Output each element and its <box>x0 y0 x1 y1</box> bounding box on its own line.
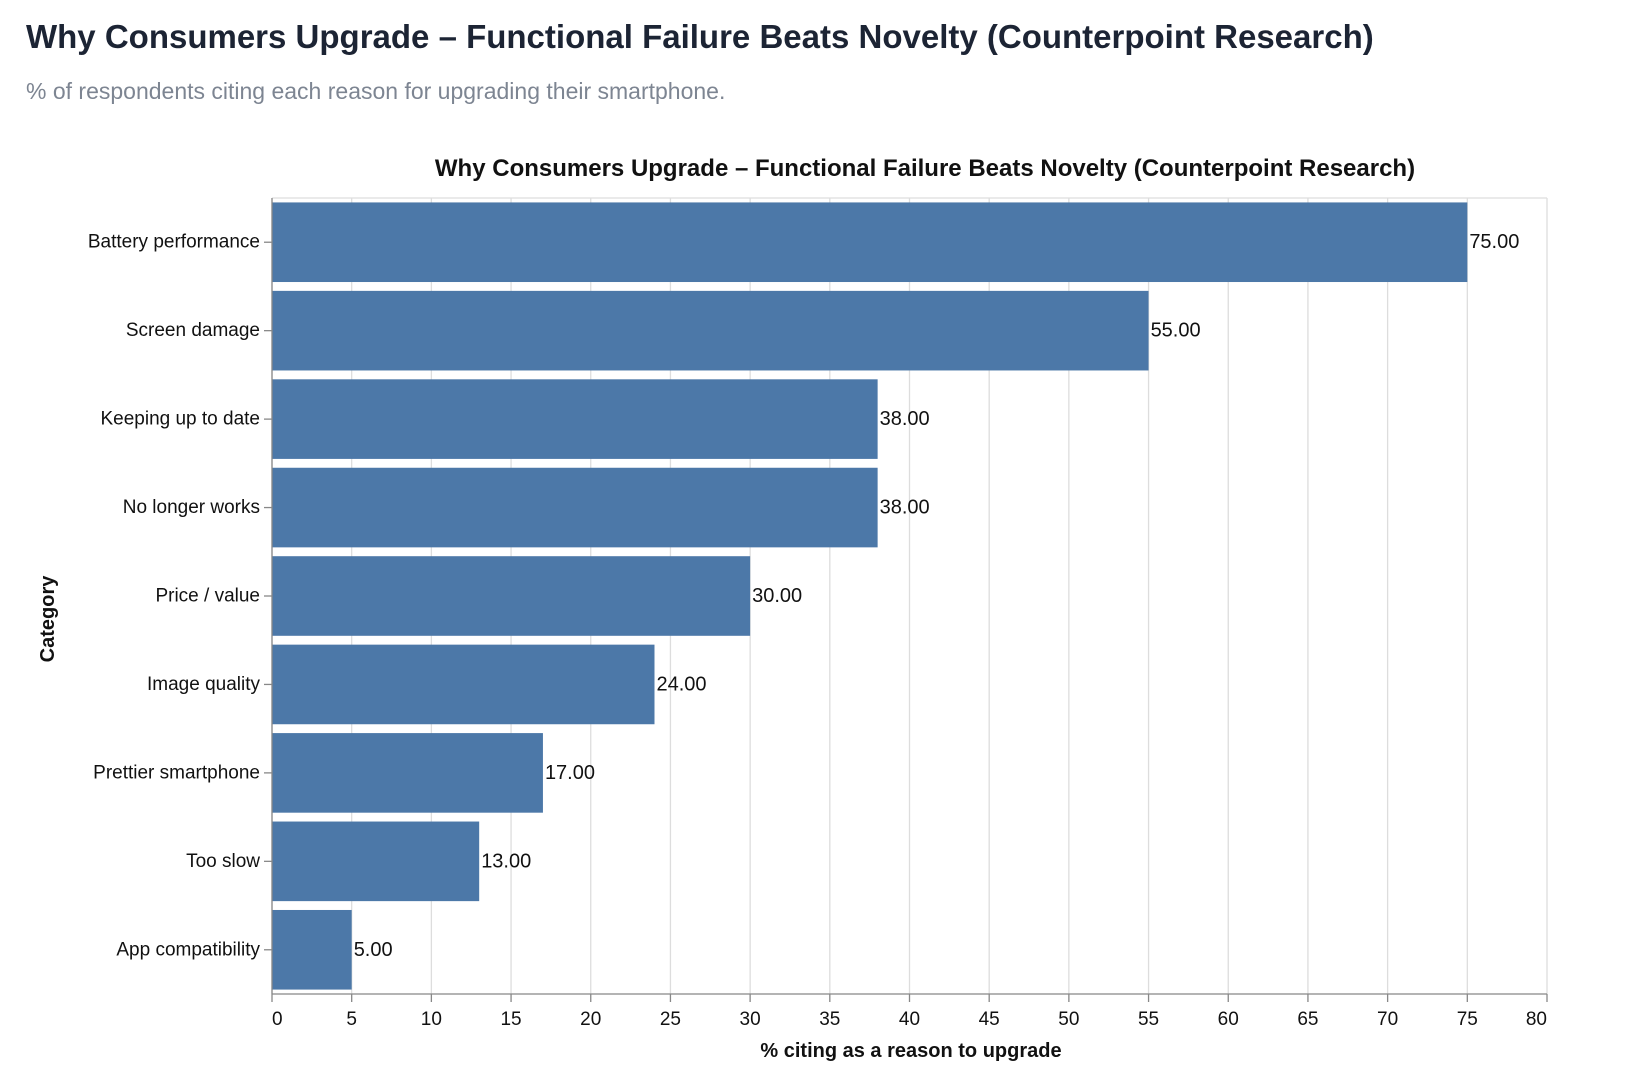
axes: Battery performance Screen damage Keeping … <box>88 198 1548 1030</box>
y-tick-label: App compatibility <box>116 939 260 960</box>
x-tick-label: 35 <box>819 1009 840 1030</box>
bar <box>272 467 878 548</box>
x-tick-label: 20 <box>580 1009 601 1030</box>
data-label: 38.00 <box>880 497 930 519</box>
y-tick-label: Prettier smartphone <box>93 762 260 783</box>
x-tick-label: 65 <box>1297 1009 1318 1030</box>
x-tick-label: 55 <box>1138 1009 1159 1030</box>
page-subtitle: % of respondents citing each reason for … <box>26 78 726 104</box>
x-axis-title: % citing as a reason to upgrade <box>760 1040 1061 1062</box>
bar <box>272 909 352 990</box>
data-label: 24.00 <box>657 673 707 695</box>
data-label: 38.00 <box>880 408 930 430</box>
x-tick-label: 75 <box>1457 1009 1478 1030</box>
data-labels: 75.00 55.00 38.00 38.00 30.00 24.00 17.00 13.00… <box>354 231 1520 961</box>
page-title: Why Consumers Upgrade – Functional Failu… <box>26 18 1374 55</box>
x-tick-label: 40 <box>899 1009 920 1030</box>
bar <box>272 644 655 725</box>
y-tick-label: Image quality <box>147 674 261 695</box>
x-tick-label: 80 <box>1526 1009 1547 1030</box>
x-tick-label: 30 <box>740 1009 761 1030</box>
y-tick-label: Keeping up to date <box>100 409 260 430</box>
data-label: 17.00 <box>545 762 595 784</box>
x-tick-label: 15 <box>500 1009 521 1030</box>
data-label: 13.00 <box>481 850 531 872</box>
bars <box>272 202 1468 990</box>
y-tick-label: Battery performance <box>88 232 260 253</box>
bar <box>272 556 751 636</box>
y-tick-label: Screen damage <box>126 320 260 341</box>
y-tick-label: Too slow <box>186 851 260 872</box>
data-label: 5.00 <box>354 939 393 961</box>
y-axis-title: Category <box>37 575 59 663</box>
x-tick-label: 5 <box>346 1009 357 1030</box>
bar <box>272 202 1468 283</box>
y-tick-label: Price / value <box>155 586 260 607</box>
x-tick-label: 0 <box>272 1009 283 1030</box>
x-tick-label: 45 <box>979 1009 1000 1030</box>
data-label: 75.00 <box>1469 231 1519 253</box>
data-label: 30.00 <box>752 585 802 607</box>
bar <box>272 290 1149 371</box>
x-tick-label: 60 <box>1218 1009 1239 1030</box>
x-tick-label: 25 <box>660 1009 681 1030</box>
x-tick-label: 70 <box>1377 1009 1398 1030</box>
chart-title: Why Consumers Upgrade – Functional Failu… <box>435 155 1415 182</box>
data-label: 55.00 <box>1151 320 1201 342</box>
bar <box>272 379 878 459</box>
bar <box>272 821 480 902</box>
x-tick-label: 10 <box>421 1009 442 1030</box>
bar <box>272 733 543 813</box>
x-tick-label: 50 <box>1058 1009 1079 1030</box>
y-tick-label: No longer works <box>123 497 260 518</box>
